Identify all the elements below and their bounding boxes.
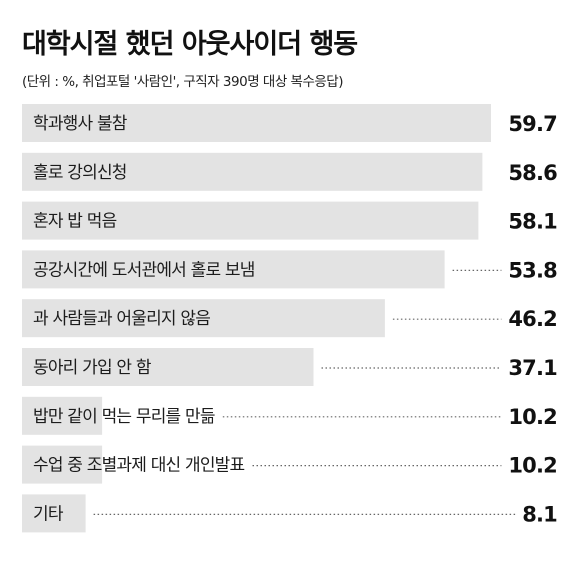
bar-9 [22,494,86,533]
category-label-6: 동아리 가입 안 함 [33,358,152,378]
bar-2 [22,152,483,191]
category-label-3: 혼자 밥 먹음 [33,212,117,232]
bar-1 [22,104,491,142]
bar-6 [22,348,314,386]
chart-title: 대학시절 했던 아웃사이더 행동 [22,29,358,60]
bar-3 [22,201,479,240]
value-label-5: 46.2 [508,307,557,331]
category-label-9: 기타 [33,504,64,524]
chart-subtitle: (단위 : %, 취업포털 '사람인', 구직자 390명 대상 복수응답) [22,74,344,90]
value-label-9: 8.1 [522,502,557,526]
value-label-4: 53.8 [508,258,557,282]
bar-4 [22,250,445,289]
category-label-2: 홀로 강의신청 [33,163,127,183]
value-label-3: 58.1 [508,210,557,234]
value-label-7: 10.2 [508,405,557,429]
bar-7 [22,396,103,435]
value-label-8: 10.2 [508,454,557,478]
category-label-8: 수업 중 조별과제 대신 개인발표 [33,456,244,476]
category-label-4: 공강시간에 도서관에서 홀로 보냄 [33,260,255,280]
category-label-7: 밥만 같이 먹는 무리를 만듦 [33,407,215,427]
bar-5 [22,299,385,338]
value-label-2: 58.6 [508,161,557,185]
category-label-1: 학과행사 불참 [33,114,128,134]
category-label-5: 과 사람들과 어울리지 않음 [33,309,210,329]
bar-8 [22,445,103,484]
value-label-1: 59.7 [508,112,557,136]
value-label-6: 37.1 [508,356,557,380]
